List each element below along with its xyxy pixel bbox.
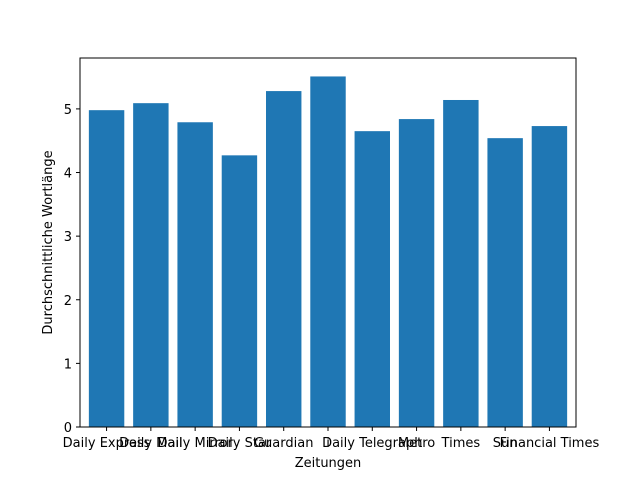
bar [221,155,258,427]
x-tick-label: Financial Times [500,436,600,451]
y-tick-label: 5 [64,103,72,118]
plot-frame [79,57,577,428]
y-axis-ticks: 0 1 2 3 4 5 [64,103,80,436]
y-tick-label: 2 [64,294,72,309]
x-tick-label: Daily Star [208,436,272,451]
x-tick-label: Metro [398,436,435,451]
x-tick-label: i [326,436,330,451]
x-tick-label: Daily Telegraph [322,436,422,451]
x-tick-label: Guardian [254,436,313,451]
bar [531,126,568,427]
bar [354,131,390,427]
x-tick-label: Daily Express [63,436,151,451]
bars-group [88,76,568,428]
x-axis-label: Zeitungen [295,456,362,471]
bar [398,119,435,427]
x-tick-label: Sun [493,436,518,451]
bar [133,103,169,428]
x-tick-label: Daily Mail [119,436,182,451]
y-axis-label: Durchschnittliche Wortlänge [41,150,56,334]
x-tick-label: Times [441,436,481,451]
bar [443,99,479,428]
y-tick-label: 4 [64,167,72,182]
bar [310,76,346,427]
bar [88,110,125,428]
x-tick-label: Daily Mirror [157,436,233,451]
y-tick-label: 1 [64,357,72,372]
y-tick-label: 0 [64,421,72,436]
bar [266,91,302,427]
bar [487,138,523,427]
bar [177,122,213,427]
y-tick-label: 3 [64,230,72,245]
